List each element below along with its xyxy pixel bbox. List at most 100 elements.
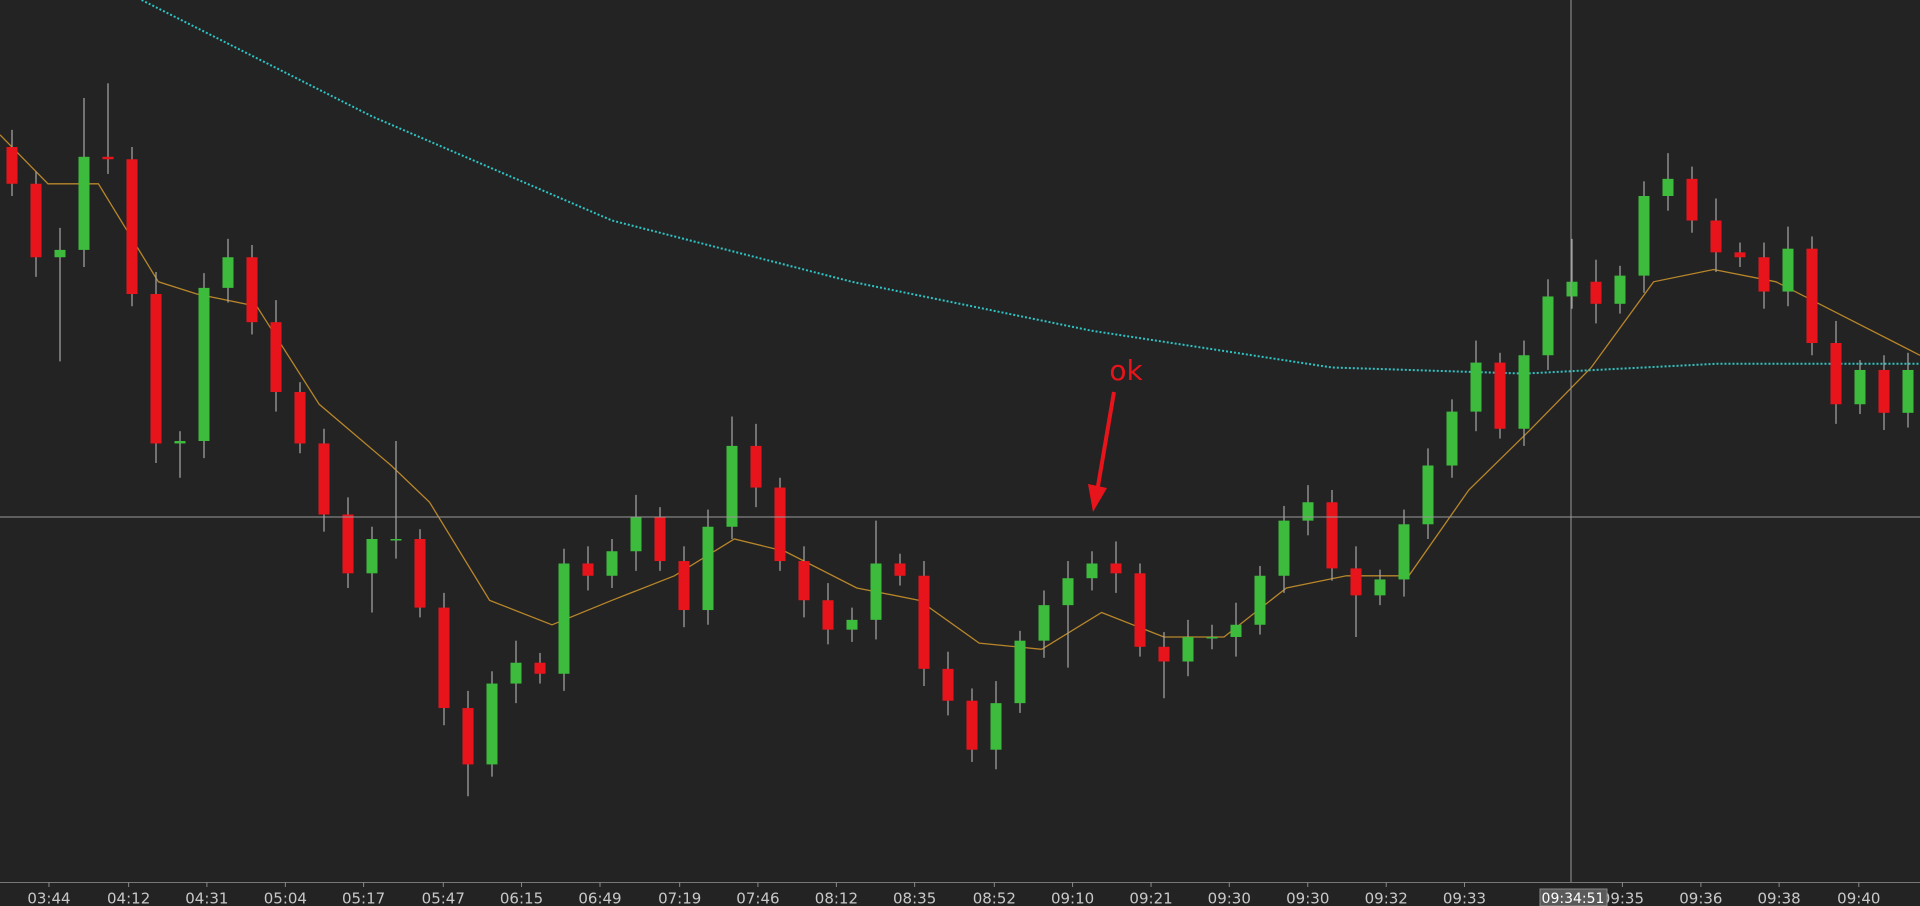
candle-body: [1782, 248, 1794, 292]
candle-body: [438, 607, 450, 709]
x-tick-label: 05:47: [422, 890, 465, 906]
candle-body: [774, 487, 786, 562]
candle-body: [1758, 257, 1770, 292]
candle-body: [318, 443, 330, 515]
candle-body: [246, 257, 258, 323]
candle-body: [942, 668, 954, 701]
candle-body: [1350, 568, 1362, 596]
crosshair-label-box: [1539, 888, 1608, 906]
candle-body: [1734, 252, 1746, 258]
x-tick-label: 08:12: [815, 890, 858, 906]
candle-body: [1518, 355, 1530, 429]
candle-body: [966, 700, 978, 750]
candle-body: [6, 147, 18, 184]
candle-body: [270, 322, 282, 392]
candle-body: [1878, 369, 1890, 413]
candle-body: [54, 249, 66, 258]
candle-body: [1662, 178, 1674, 196]
candle-body: [1182, 637, 1194, 662]
candle-body: [126, 159, 138, 294]
candle-body: [462, 708, 474, 765]
candle-body: [1230, 624, 1242, 637]
candle-body: [1086, 563, 1098, 579]
candle-body: [294, 392, 306, 444]
candle-body: [1158, 646, 1170, 662]
candle-body: [894, 563, 906, 576]
candle-body: [1710, 220, 1722, 253]
x-tick-label: 09:38: [1758, 890, 1801, 906]
x-tick-label: 05:04: [264, 890, 307, 906]
candle-body: [990, 703, 1002, 750]
candle-body: [702, 526, 714, 611]
candle-body: [222, 257, 234, 288]
plot-area: [0, 0, 1920, 797]
annotation-arrow: [1095, 391, 1116, 493]
x-tick-label: 09:36: [1679, 890, 1722, 906]
x-tick-label: 07:19: [658, 890, 701, 906]
x-tick-label: 06:49: [578, 890, 621, 906]
candle-body: [510, 662, 522, 684]
candle-body: [798, 561, 810, 601]
x-tick-label: 09:30: [1208, 890, 1251, 906]
candle-body: [1830, 343, 1842, 405]
candle-body: [534, 662, 546, 674]
x-tick-label: 09:40: [1837, 890, 1880, 906]
candle-body: [1590, 281, 1602, 304]
candle-body: [1110, 563, 1122, 574]
candle-body: [918, 575, 930, 669]
candle-body: [1374, 579, 1386, 596]
candle-body: [1422, 465, 1434, 525]
candle-body: [1614, 275, 1626, 304]
candle-body: [1638, 196, 1650, 276]
candle-body: [1062, 578, 1074, 606]
candle-body: [1254, 575, 1266, 625]
x-tick-label: 08:35: [893, 890, 936, 906]
candle-body: [1542, 296, 1554, 356]
candle-body: [150, 294, 162, 444]
candle-body: [102, 156, 114, 160]
candle-body: [1326, 502, 1338, 569]
candle-body: [630, 516, 642, 552]
candle-body: [30, 183, 42, 258]
candle-body: [1134, 573, 1146, 647]
x-tick-label: 03:44: [27, 890, 70, 906]
x-tick-label: 08:52: [973, 890, 1016, 906]
candle-body: [822, 600, 834, 630]
candle-body: [1686, 178, 1698, 221]
candle-body: [726, 445, 738, 527]
candle-body: [1806, 248, 1818, 343]
candle-body: [846, 619, 858, 630]
annotation: ok: [1109, 354, 1143, 387]
annotation-arrow-head: [1088, 484, 1107, 512]
candle-body: [606, 551, 618, 576]
candle-body: [78, 156, 90, 250]
x-tick-label: 09:32: [1365, 890, 1408, 906]
x-tick-label: 06:15: [500, 890, 543, 906]
x-tick-label: 09:21: [1129, 890, 1172, 906]
candle-body: [750, 445, 762, 488]
candle-body: [1854, 369, 1866, 405]
candle-body: [198, 287, 210, 441]
x-tick-label: 04:12: [107, 890, 150, 906]
x-axis: 03:44 04:12 04:31 05:04 05:17 05:47 06:15 06:49…: [27, 882, 1880, 906]
candle-body: [414, 539, 426, 608]
candle-body: [486, 683, 498, 765]
x-tick-label: 07:46: [736, 890, 779, 906]
x-tick-label: 09:33: [1443, 890, 1486, 906]
x-tick-label: 09:10: [1051, 890, 1094, 906]
candle-body: [678, 561, 690, 611]
x-tick-label: 04:31: [185, 890, 228, 906]
candle-body: [1494, 362, 1506, 429]
x-tick-label: 09:30: [1286, 890, 1329, 906]
candle-body: [870, 563, 882, 620]
candle-body: [174, 441, 186, 444]
x-tick-label: 09:35: [1601, 890, 1644, 906]
candle-body: [390, 539, 402, 541]
candle-body: [1902, 369, 1914, 413]
candle-body: [1206, 637, 1218, 639]
candle-body: [1014, 640, 1026, 704]
moving-average: [141, 0, 1920, 375]
